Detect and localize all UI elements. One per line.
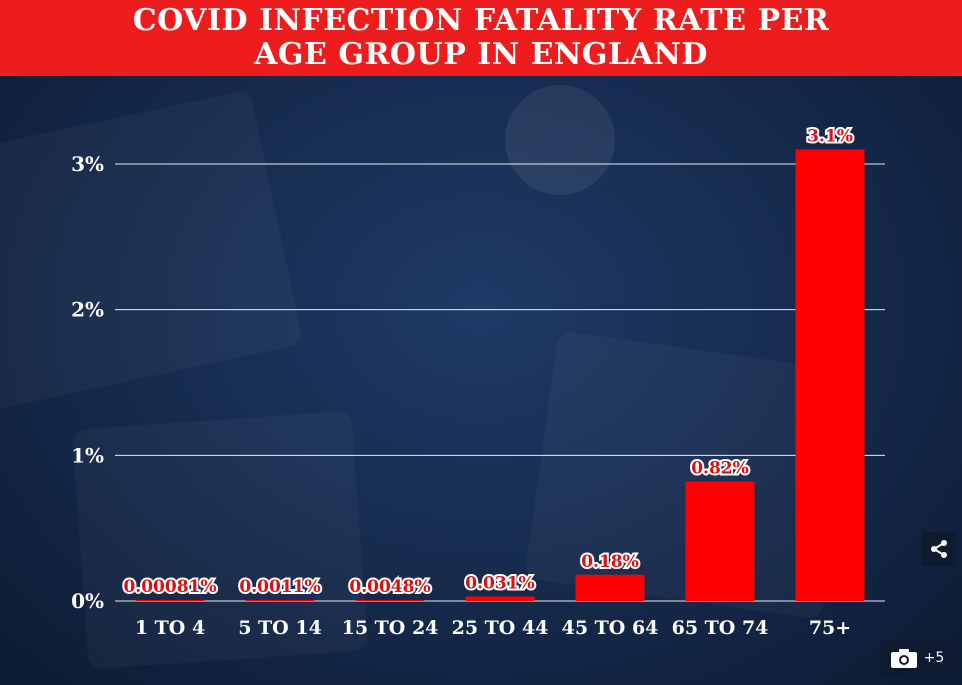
category-label: 65 TO 74	[672, 617, 769, 639]
category-label: 1 TO 4	[135, 617, 205, 639]
x-axis-categories: 1 TO 4 5 TO 14 15 TO 24 25 TO 44 45 TO 64 65 …	[135, 617, 851, 639]
share-button[interactable]	[922, 532, 956, 566]
value-label: 0.0048%	[349, 577, 430, 597]
bar	[465, 596, 535, 601]
share-icon	[931, 540, 947, 558]
value-label: 0.00081%	[123, 577, 216, 597]
y-tick-label: 0%	[71, 589, 104, 613]
chart-title-line-1: COVID INFECTION FATALITY RATE PER	[132, 3, 830, 38]
category-label: 75+	[809, 617, 851, 639]
category-label: 15 TO 24	[342, 617, 439, 639]
bar	[245, 600, 315, 601]
gallery-button[interactable]: +5	[881, 641, 953, 675]
category-label: 45 TO 64	[562, 617, 659, 639]
y-tick-label: 1%	[71, 443, 104, 467]
value-label: 0.031%	[465, 573, 534, 593]
bar	[795, 149, 865, 601]
value-labels: 0.00081% 0.0011% 0.0048% 0.031% 0.18% 0.82% 3.…	[121, 124, 854, 599]
y-tick-label: 3%	[71, 152, 104, 176]
title-bar: COVID INFECTION FATALITY RATE PER AGE GR…	[0, 0, 962, 76]
virus-decoration	[505, 85, 615, 195]
bar	[355, 600, 425, 601]
value-label: 0.82%	[691, 459, 749, 479]
category-label: 25 TO 44	[452, 617, 549, 639]
y-tick-label: 2%	[71, 298, 104, 322]
y-axis-ticks: 0% 1% 2% 3%	[71, 152, 104, 613]
bar	[575, 574, 645, 601]
gridlines	[115, 163, 885, 602]
value-label: 3.1%	[807, 126, 853, 146]
category-label: 5 TO 14	[238, 617, 322, 639]
bar	[135, 600, 205, 601]
bar	[685, 481, 755, 601]
value-label: 0.18%	[581, 552, 639, 572]
camera-icon	[890, 649, 917, 668]
gallery-count: +5	[923, 650, 945, 666]
chart-title-line-2: AGE GROUP IN ENGLAND	[254, 37, 708, 72]
value-label: 0.0011%	[239, 577, 320, 597]
bars	[135, 149, 865, 601]
